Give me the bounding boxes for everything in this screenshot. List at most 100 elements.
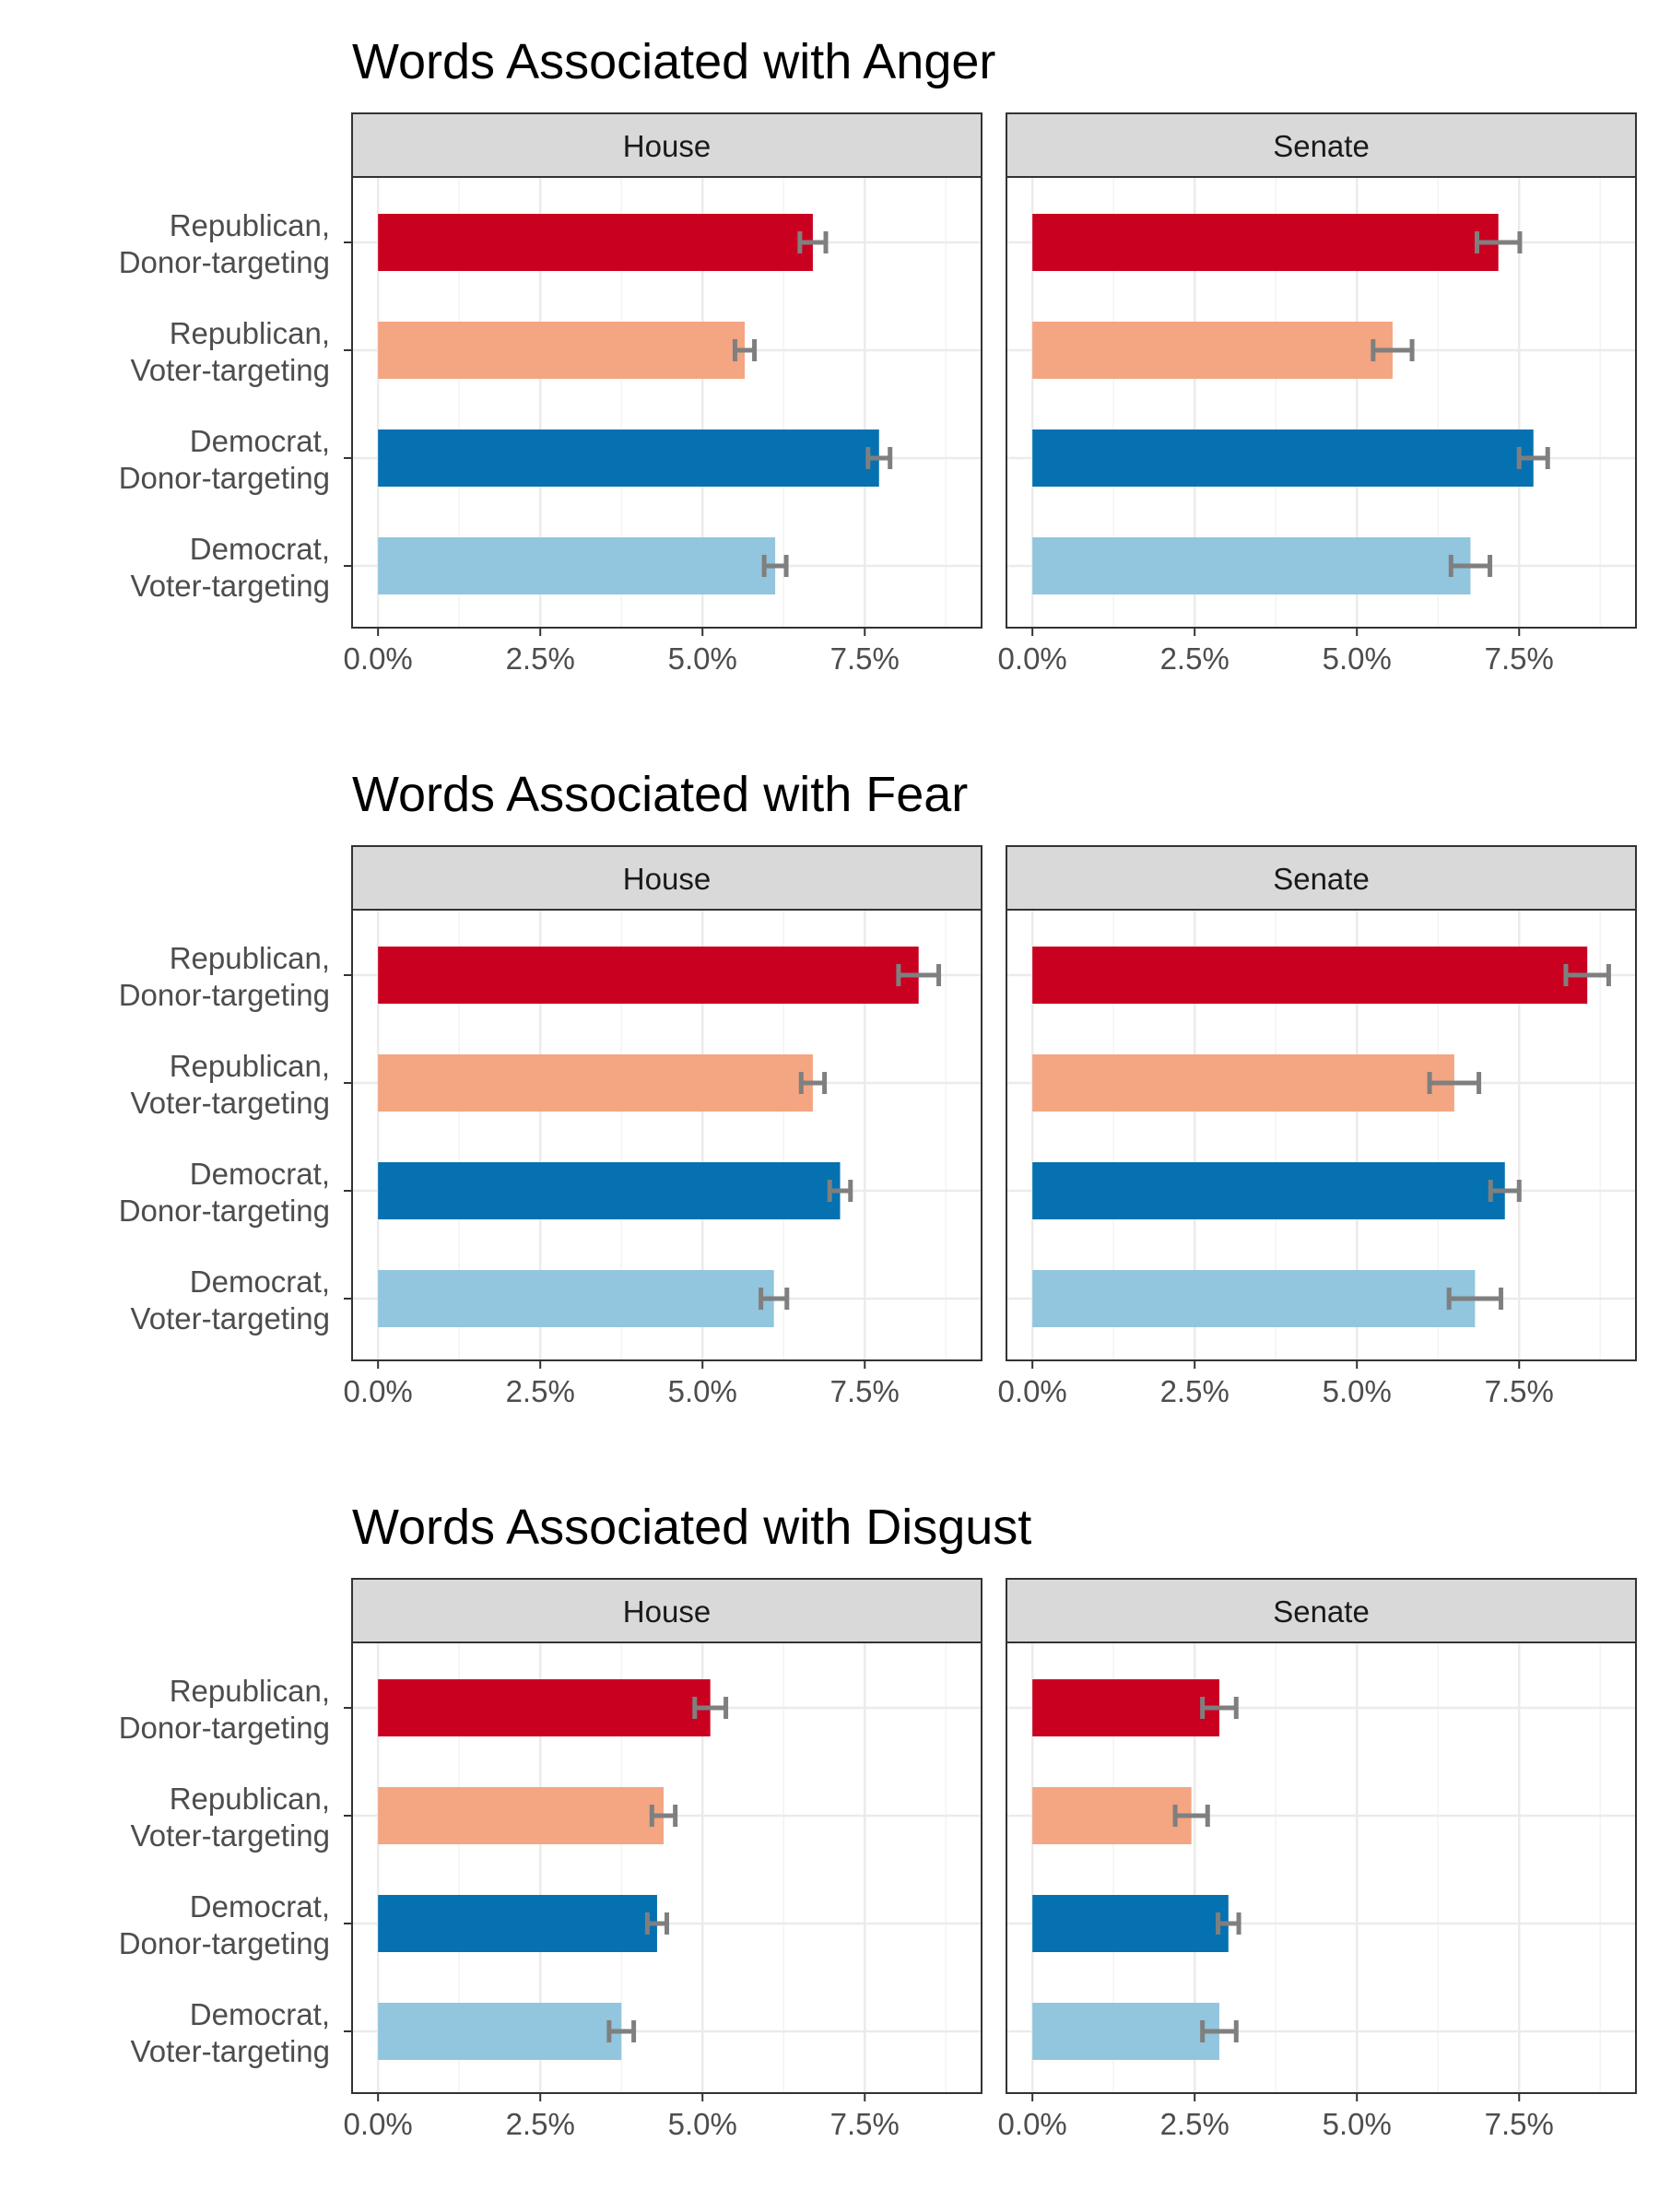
category-label: Republican, Donor-targeting xyxy=(119,1674,330,1745)
category-label-line: Donor-targeting xyxy=(119,1194,330,1228)
bar xyxy=(378,1679,711,1736)
category-label: Republican, Donor-targeting xyxy=(119,941,330,1012)
x-tick-label: 0.0% xyxy=(344,2107,413,2141)
category-label-line: Voter-targeting xyxy=(131,2034,330,2068)
category-label-line: Voter-targeting xyxy=(131,353,330,387)
category-label-line: Republican, xyxy=(170,941,330,975)
category-label-line: Donor-targeting xyxy=(119,245,330,279)
x-tick-label: 5.0% xyxy=(1323,1374,1392,1408)
facet-strip-label: House xyxy=(623,1594,711,1629)
category-label: Republican, Voter-targeting xyxy=(131,1782,330,1853)
bar xyxy=(378,322,745,379)
chart-title: Words Associated with Anger xyxy=(352,34,995,89)
bar xyxy=(378,947,919,1004)
bar xyxy=(1032,322,1393,379)
facet-strip xyxy=(351,1578,982,1643)
x-tick-label: 0.0% xyxy=(998,2107,1067,2141)
bar xyxy=(378,429,879,487)
bar xyxy=(378,1162,841,1219)
category-label-line: Republican, xyxy=(170,208,330,242)
bar xyxy=(1032,537,1471,594)
bar xyxy=(378,1895,657,1952)
category-label-line: Voter-targeting xyxy=(131,569,330,603)
category-label-line: Donor-targeting xyxy=(119,461,330,495)
category-label-line: Voter-targeting xyxy=(131,1818,330,1853)
facet-strip xyxy=(1006,1578,1637,1643)
bar xyxy=(1032,1162,1505,1219)
bar xyxy=(378,214,813,271)
x-tick-label: 0.0% xyxy=(998,1374,1067,1408)
bar xyxy=(1032,214,1499,271)
category-label: Republican, Voter-targeting xyxy=(131,316,330,387)
bar xyxy=(1032,1270,1476,1327)
bar xyxy=(378,1270,774,1327)
facet-strip-label: House xyxy=(623,862,711,896)
category-label: Democrat, Voter-targeting xyxy=(131,532,330,603)
x-tick-label: 7.5% xyxy=(830,641,900,676)
category-label-line: Republican, xyxy=(170,1049,330,1083)
category-label-line: Democrat, xyxy=(190,1157,330,1191)
category-label-line: Voter-targeting xyxy=(131,1086,330,1120)
category-label: Democrat, Donor-targeting xyxy=(119,424,330,495)
x-tick-label: 7.5% xyxy=(830,1374,900,1408)
category-label-line: Republican, xyxy=(170,1674,330,1708)
category-label: Democrat, Voter-targeting xyxy=(131,1265,330,1335)
category-label: Democrat, Donor-targeting xyxy=(119,1157,330,1228)
bar xyxy=(1032,1054,1454,1112)
category-label-line: Democrat, xyxy=(190,532,330,566)
category-label-line: Republican, xyxy=(170,316,330,350)
facet-strip-label: Senate xyxy=(1273,1594,1370,1629)
chart-group-1: Words Associated with Fear House 0.0% 2.5% 5… xyxy=(119,767,1637,1408)
facet-strip-label: House xyxy=(623,129,711,163)
category-label: Democrat, Donor-targeting xyxy=(119,1889,330,1960)
bar xyxy=(1032,1679,1219,1736)
chart-title: Words Associated with Disgust xyxy=(352,1500,1031,1555)
x-tick-label: 5.0% xyxy=(1323,2107,1392,2141)
chart-group-2: Words Associated with Disgust House 0.0% 2.… xyxy=(119,1500,1637,2141)
x-tick-label: 7.5% xyxy=(830,2107,900,2141)
x-tick-label: 2.5% xyxy=(1160,641,1230,676)
bar xyxy=(1032,947,1588,1004)
category-label-line: Democrat, xyxy=(190,424,330,458)
x-tick-label: 5.0% xyxy=(668,1374,737,1408)
category-label-line: Voter-targeting xyxy=(131,1301,330,1335)
category-label-line: Democrat, xyxy=(190,1997,330,2031)
facet-strip xyxy=(351,112,982,178)
x-tick-label: 2.5% xyxy=(506,2107,575,2141)
x-tick-label: 5.0% xyxy=(668,2107,737,2141)
chart-title: Words Associated with Fear xyxy=(352,767,968,822)
category-label: Democrat, Voter-targeting xyxy=(131,1997,330,2068)
category-label-line: Democrat, xyxy=(190,1265,330,1299)
x-tick-label: 7.5% xyxy=(1485,2107,1554,2141)
facet-strip-label: Senate xyxy=(1273,862,1370,896)
facet-strip-label: Senate xyxy=(1273,129,1370,163)
x-tick-label: 2.5% xyxy=(1160,1374,1230,1408)
facet-strip xyxy=(1006,112,1637,178)
x-tick-label: 5.0% xyxy=(668,641,737,676)
category-label-line: Democrat, xyxy=(190,1889,330,1924)
bar xyxy=(378,2003,622,2060)
category-label-line: Republican, xyxy=(170,1782,330,1816)
bar xyxy=(378,1787,664,1844)
bar xyxy=(378,1054,813,1112)
bar xyxy=(1032,1787,1192,1844)
bar xyxy=(1032,1895,1229,1952)
x-tick-label: 5.0% xyxy=(1323,641,1392,676)
category-label-line: Donor-targeting xyxy=(119,978,330,1012)
x-tick-label: 7.5% xyxy=(1485,1374,1554,1408)
bar xyxy=(1032,2003,1219,2060)
x-tick-label: 2.5% xyxy=(506,1374,575,1408)
facet-strip xyxy=(1006,845,1637,911)
category-label-line: Donor-targeting xyxy=(119,1711,330,1745)
category-label-line: Donor-targeting xyxy=(119,1926,330,1960)
x-tick-label: 7.5% xyxy=(1485,641,1554,676)
x-tick-label: 0.0% xyxy=(344,641,413,676)
category-label: Republican, Donor-targeting xyxy=(119,208,330,279)
category-label: Republican, Voter-targeting xyxy=(131,1049,330,1120)
x-tick-label: 2.5% xyxy=(1160,2107,1230,2141)
x-tick-label: 0.0% xyxy=(344,1374,413,1408)
bar xyxy=(378,537,776,594)
x-tick-label: 2.5% xyxy=(506,641,575,676)
bar xyxy=(1032,429,1534,487)
